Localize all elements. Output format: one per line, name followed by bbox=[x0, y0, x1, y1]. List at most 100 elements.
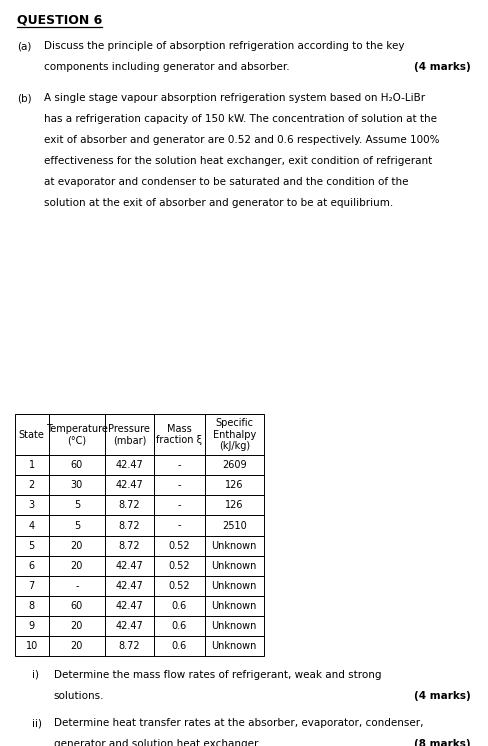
Bar bbox=[49, 495, 105, 515]
Bar bbox=[15, 596, 49, 616]
Bar bbox=[205, 636, 264, 656]
Bar bbox=[205, 556, 264, 576]
Bar bbox=[154, 556, 205, 576]
Text: 0.52: 0.52 bbox=[168, 581, 190, 591]
Bar bbox=[15, 616, 49, 636]
Text: Unknown: Unknown bbox=[212, 541, 257, 551]
Text: 2: 2 bbox=[29, 480, 35, 490]
Text: 5: 5 bbox=[29, 541, 35, 551]
Bar bbox=[205, 455, 264, 475]
Text: (4 marks): (4 marks) bbox=[414, 691, 471, 700]
Text: Unknown: Unknown bbox=[212, 601, 257, 611]
Bar bbox=[205, 616, 264, 636]
Text: 60: 60 bbox=[71, 460, 83, 470]
Text: 42.47: 42.47 bbox=[116, 480, 143, 490]
Bar bbox=[154, 536, 205, 556]
Text: 60: 60 bbox=[71, 601, 83, 611]
Bar bbox=[49, 556, 105, 576]
Bar bbox=[15, 475, 49, 495]
Bar bbox=[15, 556, 49, 576]
Bar bbox=[105, 515, 154, 536]
Bar bbox=[15, 455, 49, 475]
Bar bbox=[105, 475, 154, 495]
Text: (a): (a) bbox=[17, 41, 31, 51]
Text: QUESTION 6: QUESTION 6 bbox=[17, 13, 102, 26]
Bar bbox=[205, 495, 264, 515]
Text: 126: 126 bbox=[225, 480, 244, 490]
Bar bbox=[154, 515, 205, 536]
Bar bbox=[105, 596, 154, 616]
Text: -: - bbox=[178, 460, 181, 470]
Text: -: - bbox=[178, 480, 181, 490]
Bar bbox=[205, 414, 264, 455]
Bar bbox=[105, 616, 154, 636]
Bar bbox=[154, 475, 205, 495]
Text: 3: 3 bbox=[29, 501, 35, 510]
Bar bbox=[154, 596, 205, 616]
Text: effectiveness for the solution heat exchanger, exit condition of refrigerant: effectiveness for the solution heat exch… bbox=[44, 156, 432, 166]
Text: 5: 5 bbox=[74, 501, 80, 510]
Bar bbox=[205, 576, 264, 596]
Text: Unknown: Unknown bbox=[212, 581, 257, 591]
Text: 30: 30 bbox=[71, 480, 83, 490]
Bar bbox=[105, 556, 154, 576]
Bar bbox=[105, 576, 154, 596]
Text: 42.47: 42.47 bbox=[116, 581, 143, 591]
Text: solutions.: solutions. bbox=[54, 691, 104, 700]
Text: Unknown: Unknown bbox=[212, 561, 257, 571]
Text: i): i) bbox=[32, 670, 39, 680]
Bar bbox=[49, 636, 105, 656]
Text: State: State bbox=[19, 430, 45, 439]
Text: 0.6: 0.6 bbox=[172, 601, 187, 611]
Bar bbox=[49, 616, 105, 636]
Text: Determine heat transfer rates at the absorber, evaporator, condenser,: Determine heat transfer rates at the abs… bbox=[54, 718, 423, 728]
Text: generator and solution heat exchanger.: generator and solution heat exchanger. bbox=[54, 739, 261, 746]
Text: 42.47: 42.47 bbox=[116, 561, 143, 571]
Text: 2609: 2609 bbox=[222, 460, 246, 470]
Text: Determine the mass flow rates of refrigerant, weak and strong: Determine the mass flow rates of refrige… bbox=[54, 670, 381, 680]
Text: Unknown: Unknown bbox=[212, 642, 257, 651]
Bar bbox=[154, 414, 205, 455]
Text: Pressure
(mbar): Pressure (mbar) bbox=[108, 424, 150, 445]
Bar bbox=[15, 636, 49, 656]
Text: 0.6: 0.6 bbox=[172, 621, 187, 631]
Bar bbox=[49, 455, 105, 475]
Text: 8.72: 8.72 bbox=[119, 501, 140, 510]
Text: 0.52: 0.52 bbox=[168, 541, 190, 551]
Text: 0.52: 0.52 bbox=[168, 561, 190, 571]
Text: 0.6: 0.6 bbox=[172, 642, 187, 651]
Bar bbox=[15, 536, 49, 556]
Bar bbox=[105, 414, 154, 455]
Text: -: - bbox=[75, 581, 79, 591]
Bar bbox=[49, 414, 105, 455]
Text: solution at the exit of absorber and generator to be at equilibrium.: solution at the exit of absorber and gen… bbox=[44, 198, 393, 207]
Bar bbox=[49, 475, 105, 495]
Text: 8.72: 8.72 bbox=[119, 642, 140, 651]
Bar bbox=[205, 475, 264, 495]
Text: -: - bbox=[178, 521, 181, 530]
Bar bbox=[154, 495, 205, 515]
Bar bbox=[105, 536, 154, 556]
Text: 20: 20 bbox=[71, 541, 83, 551]
Text: 20: 20 bbox=[71, 561, 83, 571]
Bar bbox=[15, 414, 49, 455]
Text: 42.47: 42.47 bbox=[116, 601, 143, 611]
Text: Temperature
(°C): Temperature (°C) bbox=[46, 424, 108, 445]
Text: 10: 10 bbox=[25, 642, 38, 651]
Text: 9: 9 bbox=[29, 621, 35, 631]
Bar bbox=[49, 576, 105, 596]
Text: 20: 20 bbox=[71, 621, 83, 631]
Bar bbox=[15, 515, 49, 536]
Bar bbox=[205, 536, 264, 556]
Bar bbox=[105, 495, 154, 515]
Text: 7: 7 bbox=[29, 581, 35, 591]
Text: 126: 126 bbox=[225, 501, 244, 510]
Bar bbox=[15, 495, 49, 515]
Bar bbox=[154, 636, 205, 656]
Bar bbox=[154, 576, 205, 596]
Text: 42.47: 42.47 bbox=[116, 621, 143, 631]
Text: -: - bbox=[178, 501, 181, 510]
Bar bbox=[49, 515, 105, 536]
Text: (b): (b) bbox=[17, 93, 32, 103]
Text: Mass
fraction ξ: Mass fraction ξ bbox=[156, 424, 203, 445]
